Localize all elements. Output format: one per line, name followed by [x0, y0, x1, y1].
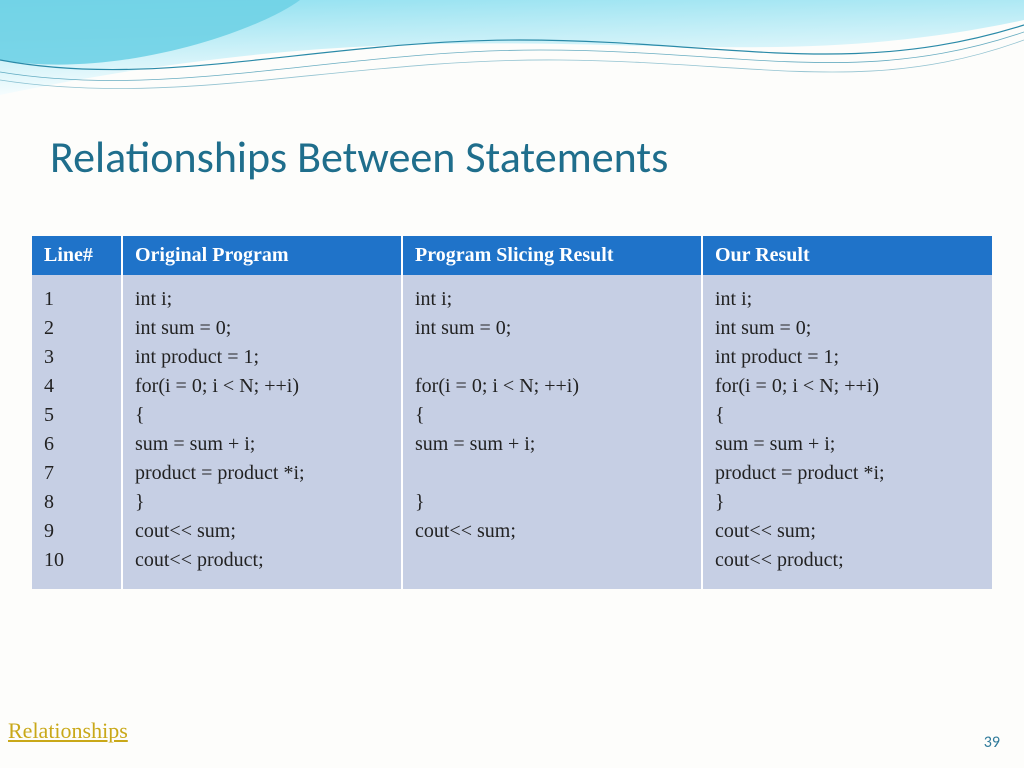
comparison-table: Line# Original Program Program Slicing R…: [32, 236, 992, 589]
table-row: 1 2 3 4 5 6 7 8 9 10 int i; int sum = 0;…: [32, 275, 992, 589]
table-header-row: Line# Original Program Program Slicing R…: [32, 236, 992, 275]
decorative-wave: [0, 0, 1024, 150]
slide-title: Relationships Between Statements: [50, 130, 668, 184]
page-number: 39: [984, 733, 1000, 752]
cell-line-numbers: 1 2 3 4 5 6 7 8 9 10: [32, 275, 122, 589]
col-header-slicing: Program Slicing Result: [402, 236, 702, 275]
col-header-our-result: Our Result: [702, 236, 992, 275]
wave-svg: [0, 0, 1024, 150]
cell-slicing-result: int i; int sum = 0; for(i = 0; i < N; ++…: [402, 275, 702, 589]
col-header-original: Original Program: [122, 236, 402, 275]
cell-our-result: int i; int sum = 0; int product = 1; for…: [702, 275, 992, 589]
col-header-line: Line#: [32, 236, 122, 275]
cell-original-program: int i; int sum = 0; int product = 1; for…: [122, 275, 402, 589]
relationships-link[interactable]: Relationships: [8, 718, 128, 744]
